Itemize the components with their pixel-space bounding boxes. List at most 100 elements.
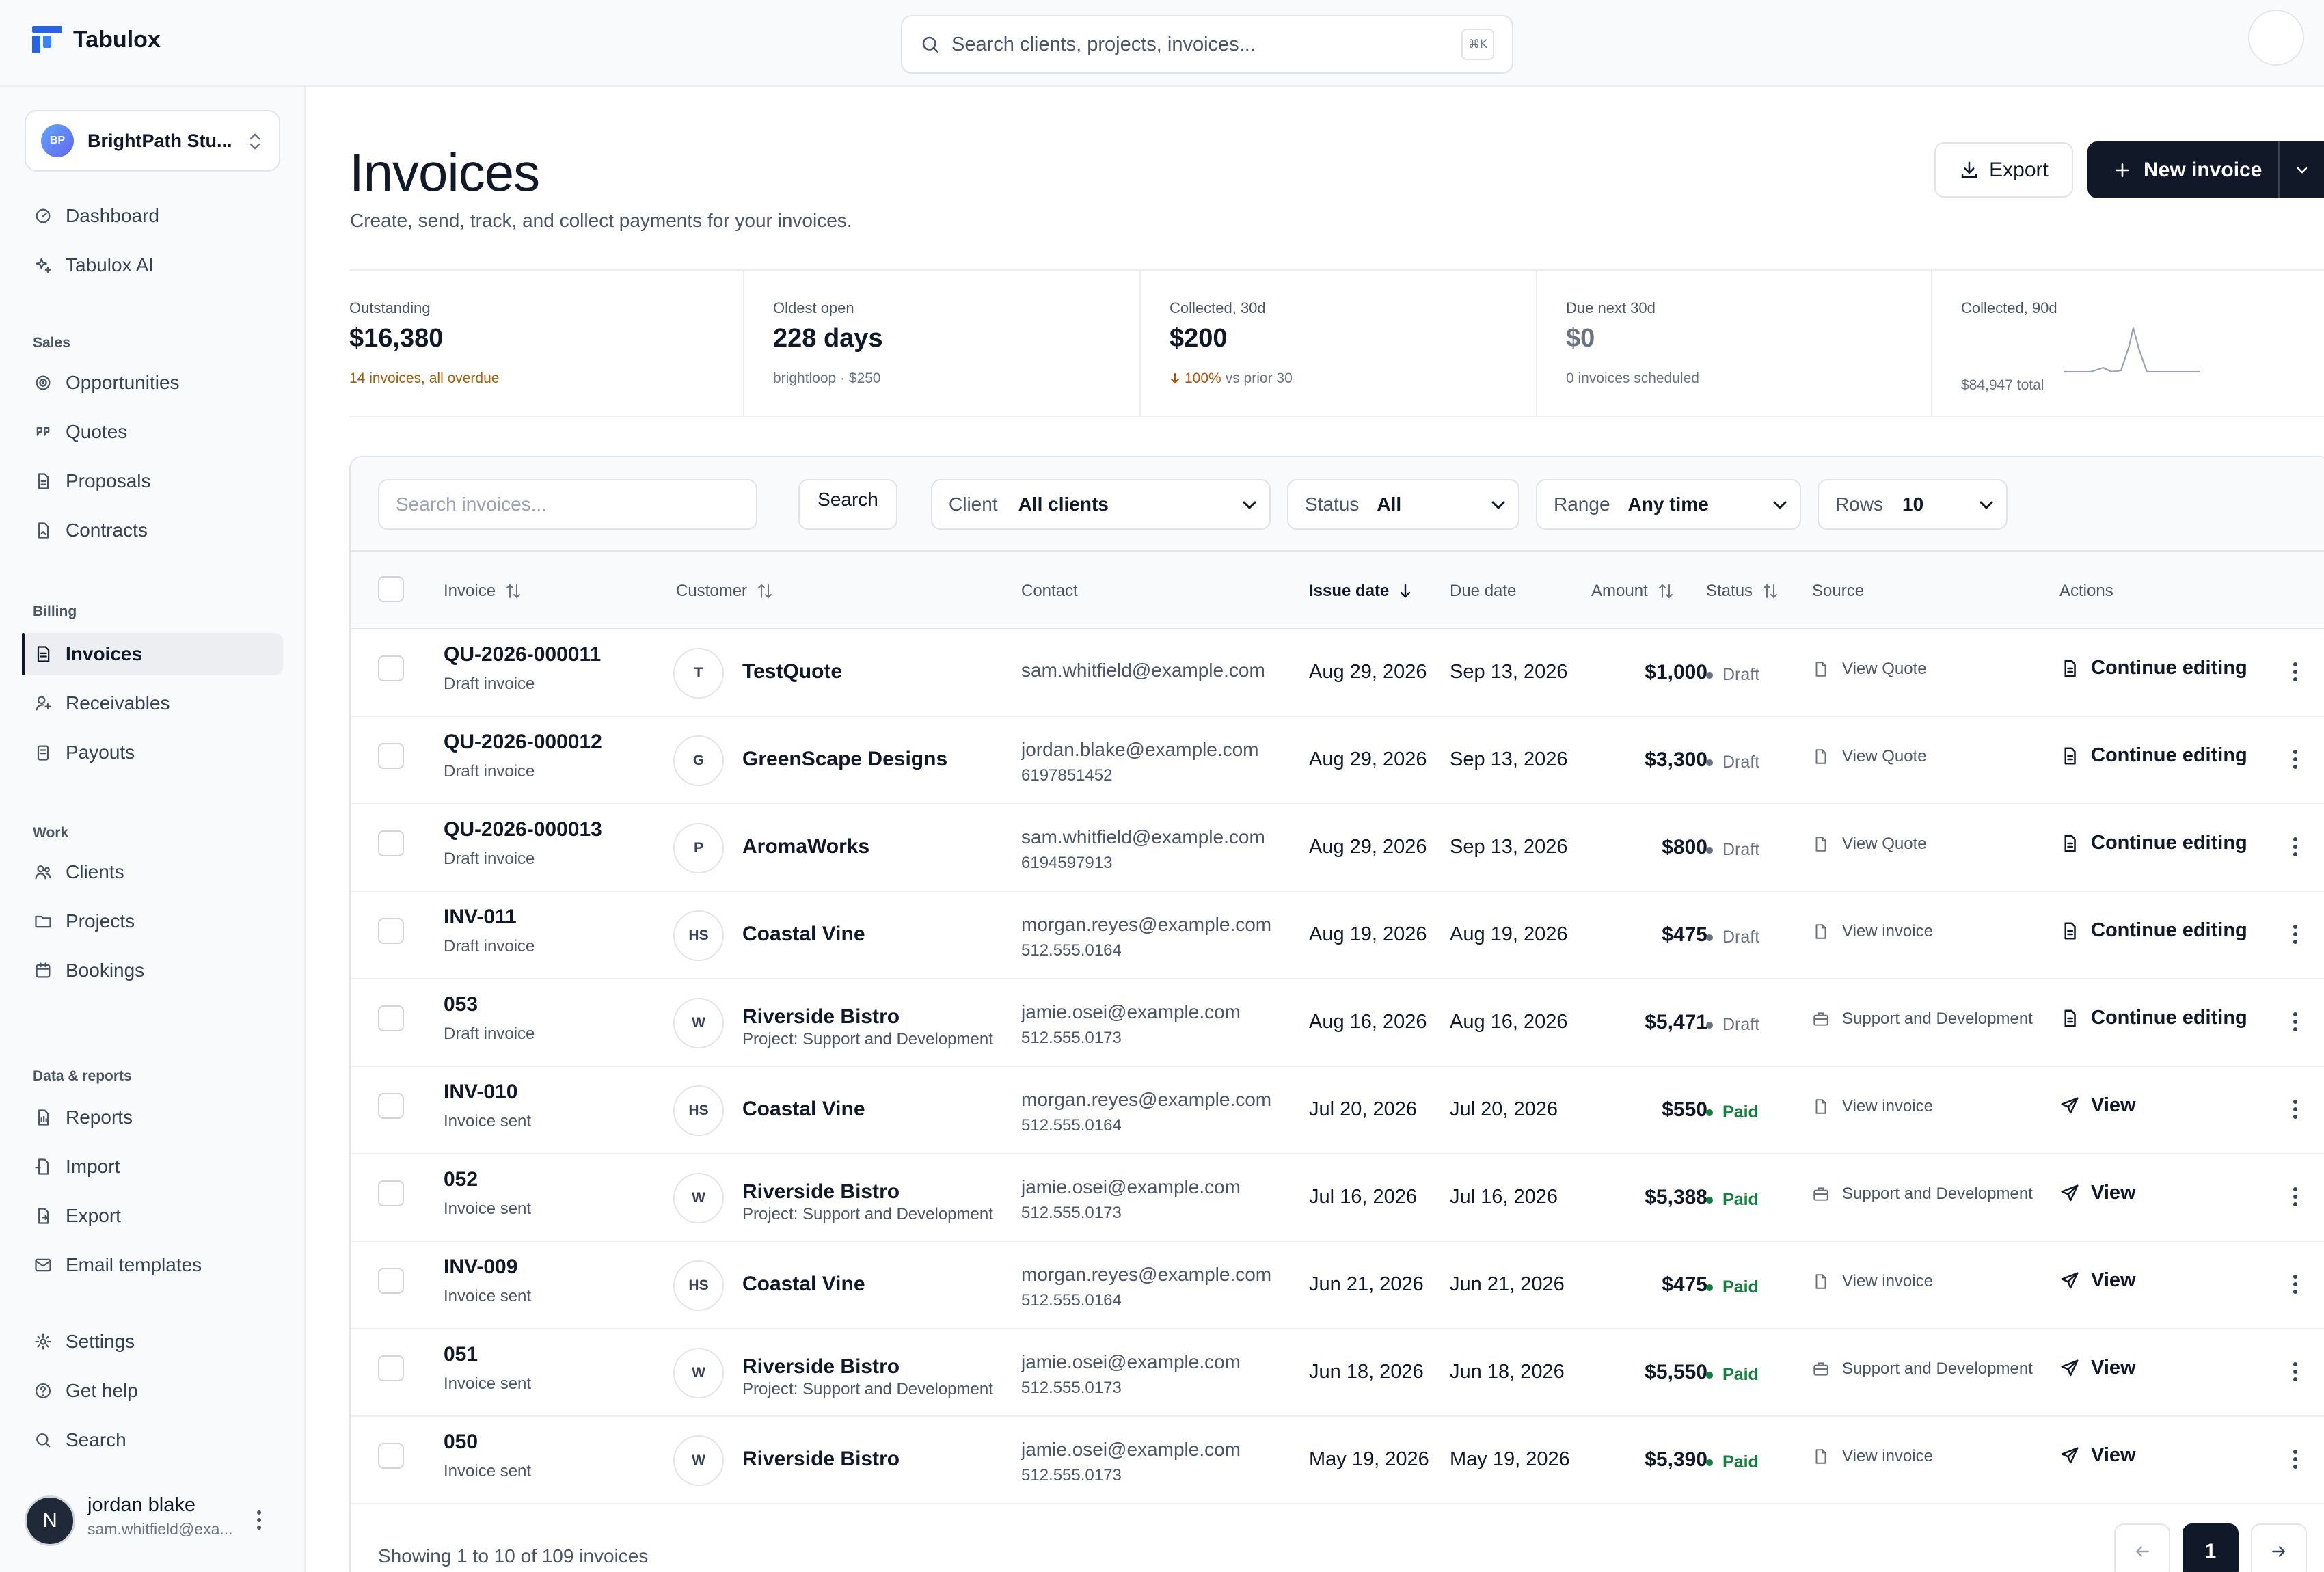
table-row[interactable]: 051 Invoice sent W Riverside Bistro Project:…	[351, 1329, 2324, 1417]
customer-name[interactable]: Coastal Vine	[742, 1273, 865, 1295]
column-issue-date[interactable]: Issue date	[1309, 582, 1412, 601]
workspace-switcher[interactable]: BP BrightPath Stu...	[25, 110, 280, 172]
sidebar-item-quotes[interactable]: Quotes	[22, 411, 283, 453]
select-all-checkbox[interactable]	[378, 576, 404, 602]
search-button[interactable]: Search	[798, 479, 897, 530]
column-customer[interactable]: Customer	[676, 582, 773, 601]
contact-email[interactable]: jamie.osei@example.com	[1021, 1439, 1241, 1460]
source-link[interactable]: View Quote	[1812, 660, 1927, 679]
row-checkbox[interactable]	[378, 1268, 404, 1294]
invoice-number[interactable]: QU-2026-000012	[444, 731, 602, 753]
row-checkbox[interactable]	[378, 743, 404, 769]
table-row[interactable]: 050 Invoice sent W Riverside Bistro jamie.os…	[351, 1417, 2324, 1504]
table-row[interactable]: QU-2026-000013 Draft invoice P AromaWorks sa…	[351, 804, 2324, 892]
customer-name[interactable]: GreenScape Designs	[742, 748, 948, 770]
range-filter-select[interactable]: Range Any time	[1536, 479, 1801, 530]
sidebar-item-dashboard[interactable]: Dashboard	[22, 195, 283, 237]
row-action-button[interactable]: Continue editing	[2059, 832, 2247, 854]
row-checkbox[interactable]	[378, 918, 404, 944]
more-vertical-icon[interactable]	[2292, 748, 2299, 770]
sidebar-item-invoices[interactable]: Invoices	[22, 633, 283, 675]
column-due-date[interactable]: Due date	[1450, 582, 1516, 601]
table-row[interactable]: INV-010 Invoice sent HS Coastal Vine morgan.…	[351, 1067, 2324, 1154]
row-action-button[interactable]: View	[2059, 1444, 2136, 1467]
customer-name[interactable]: Riverside Bistro	[742, 1355, 900, 1378]
contact-email[interactable]: morgan.reyes@example.com	[1021, 914, 1272, 935]
row-checkbox[interactable]	[378, 1005, 404, 1031]
new-invoice-button[interactable]: New invoice	[2087, 141, 2324, 198]
table-row[interactable]: 052 Invoice sent W Riverside Bistro Project:…	[351, 1154, 2324, 1242]
sidebar-item-get-help[interactable]: Get help	[22, 1370, 283, 1412]
contact-email[interactable]: jamie.osei@example.com	[1021, 1001, 1241, 1022]
customer-name[interactable]: Riverside Bistro	[742, 1180, 900, 1203]
source-link[interactable]: View invoice	[1812, 1447, 1933, 1466]
rows-filter-select[interactable]: Rows 10	[1818, 479, 2008, 530]
source-link[interactable]: View invoice	[1812, 922, 1933, 941]
global-search-input[interactable]: Search clients, projects, invoices... ⌘K	[901, 15, 1513, 74]
more-vertical-icon[interactable]	[2292, 661, 2299, 683]
row-action-button[interactable]: View	[2059, 1269, 2136, 1292]
source-link[interactable]: View invoice	[1812, 1272, 1933, 1291]
invoice-number[interactable]: 052	[444, 1168, 478, 1191]
contact-email[interactable]: morgan.reyes@example.com	[1021, 1089, 1272, 1110]
sidebar-item-export[interactable]: Export	[22, 1195, 283, 1237]
sidebar-item-email-templates[interactable]: Email templates	[22, 1244, 283, 1286]
contact-email[interactable]: jordan.blake@example.com	[1021, 739, 1259, 760]
contact-email[interactable]: jamie.osei@example.com	[1021, 1176, 1241, 1197]
invoice-number[interactable]: INV-011	[444, 906, 517, 928]
table-row[interactable]: QU-2026-000012 Draft invoice G GreenScape D…	[351, 717, 2324, 804]
contact-email[interactable]: sam.whitfield@example.com	[1021, 660, 1265, 681]
customer-name[interactable]: Riverside Bistro	[742, 1448, 900, 1470]
row-checkbox[interactable]	[378, 1093, 404, 1119]
invoice-number[interactable]: QU-2026-000011	[444, 643, 602, 666]
sidebar-item-contracts[interactable]: Contracts	[22, 509, 283, 552]
sidebar-item-clients[interactable]: Clients	[22, 851, 283, 893]
invoice-number[interactable]: INV-009	[444, 1256, 518, 1278]
contact-email[interactable]: sam.whitfield@example.com	[1021, 826, 1265, 848]
row-checkbox[interactable]	[378, 1355, 404, 1381]
customer-name[interactable]: Coastal Vine	[742, 923, 865, 945]
sidebar-item-import[interactable]: Import	[22, 1146, 283, 1188]
more-vertical-icon[interactable]	[2292, 1186, 2299, 1208]
more-vertical-icon[interactable]	[256, 1509, 262, 1531]
column-status[interactable]: Status	[1706, 582, 1779, 601]
sidebar-item-payouts[interactable]: Payouts	[22, 731, 283, 774]
source-link[interactable]: View Quote	[1812, 747, 1927, 766]
more-vertical-icon[interactable]	[2292, 1098, 2299, 1120]
row-action-button[interactable]: View	[2059, 1182, 2136, 1204]
source-link[interactable]: Support and Development	[1812, 1184, 2033, 1204]
more-vertical-icon[interactable]	[2292, 836, 2299, 858]
sidebar-item-receivables[interactable]: Receivables	[22, 682, 283, 724]
more-vertical-icon[interactable]	[2292, 1361, 2299, 1383]
source-link[interactable]: View Quote	[1812, 835, 1927, 854]
client-filter-select[interactable]: Client All clients	[931, 479, 1271, 530]
customer-name[interactable]: Coastal Vine	[742, 1098, 865, 1120]
column-amount[interactable]: Amount	[1591, 582, 1674, 601]
table-row[interactable]: INV-011 Draft invoice HS Coastal Vine morgan…	[351, 892, 2324, 979]
user-avatar-button[interactable]	[2248, 10, 2304, 66]
table-row[interactable]: QU-2026-000011 Draft invoice T TestQuote sam…	[351, 629, 2324, 717]
sidebar-item-search[interactable]: Search	[22, 1419, 283, 1461]
more-vertical-icon[interactable]	[2292, 923, 2299, 945]
export-button[interactable]: Export	[1934, 142, 2073, 198]
contact-email[interactable]: morgan.reyes@example.com	[1021, 1264, 1272, 1285]
contact-email[interactable]: jamie.osei@example.com	[1021, 1351, 1241, 1372]
row-action-button[interactable]: Continue editing	[2059, 919, 2247, 942]
sidebar-item-proposals[interactable]: Proposals	[22, 460, 283, 502]
new-invoice-menu-button[interactable]	[2278, 141, 2324, 198]
table-row[interactable]: 053 Draft invoice W Riverside Bistro Project…	[351, 979, 2324, 1067]
source-link[interactable]: View invoice	[1812, 1097, 1933, 1116]
customer-name[interactable]: TestQuote	[742, 660, 843, 683]
row-action-button[interactable]: Continue editing	[2059, 657, 2247, 679]
customer-name[interactable]: Riverside Bistro	[742, 1005, 900, 1028]
previous-page-button[interactable]	[2114, 1523, 2170, 1572]
more-vertical-icon[interactable]	[2292, 1273, 2299, 1295]
row-checkbox[interactable]	[378, 1443, 404, 1469]
row-checkbox[interactable]	[378, 655, 404, 681]
sidebar-item-opportunities[interactable]: Opportunities	[22, 362, 283, 404]
sidebar-item-reports[interactable]: Reports	[22, 1096, 283, 1139]
invoice-number[interactable]: 051	[444, 1343, 478, 1366]
more-vertical-icon[interactable]	[2292, 1448, 2299, 1470]
user-menu[interactable]: N jordan blake sam.whitfield@exa...	[25, 1494, 284, 1547]
row-action-button[interactable]: Continue editing	[2059, 1007, 2247, 1029]
